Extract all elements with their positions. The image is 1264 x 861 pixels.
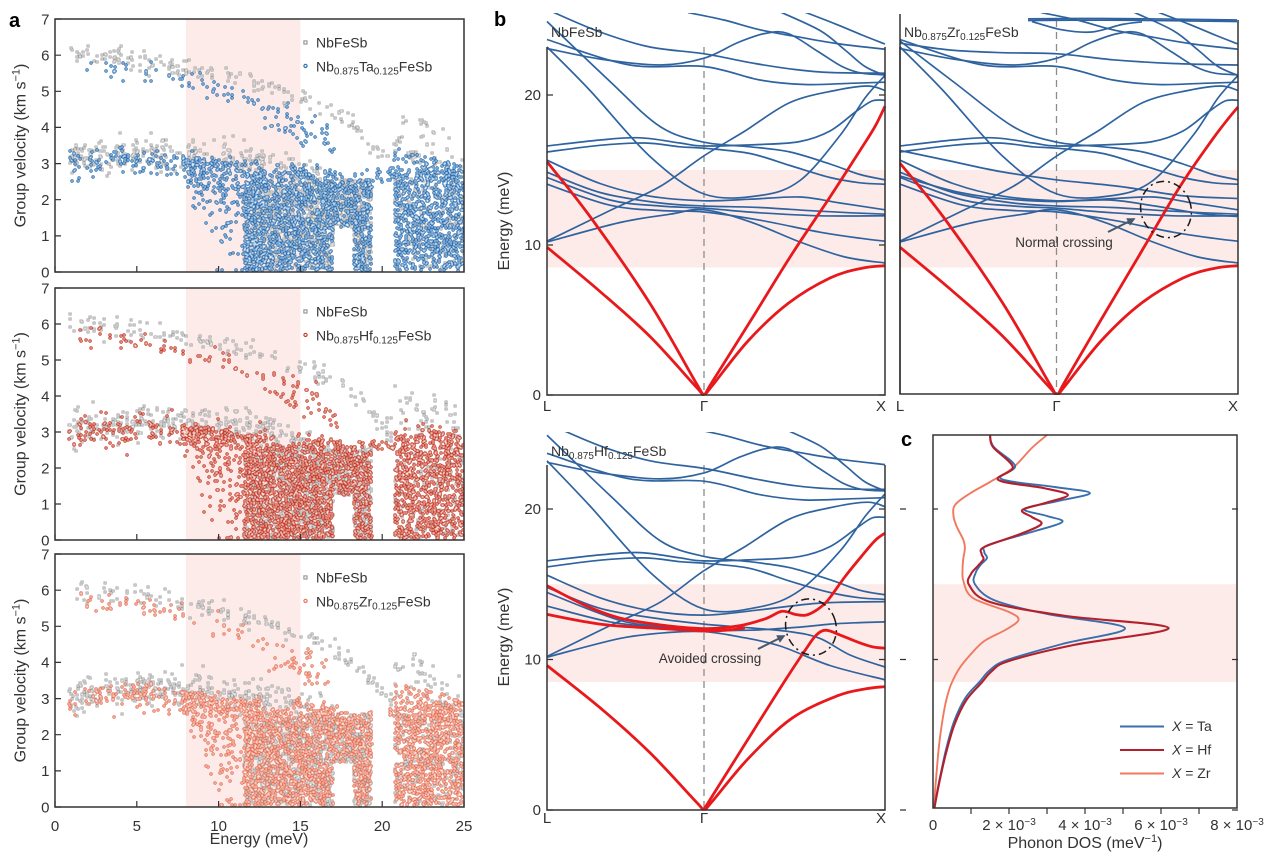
svg-text:c: c bbox=[901, 429, 912, 451]
svg-text:Γ: Γ bbox=[700, 398, 708, 415]
svg-text:0: 0 bbox=[41, 799, 49, 816]
svg-text:Γ: Γ bbox=[700, 810, 708, 827]
svg-text:10: 10 bbox=[524, 652, 541, 669]
svg-text:4: 4 bbox=[41, 655, 49, 672]
svg-text:X = Hf: X = Hf bbox=[1171, 742, 1211, 758]
svg-text:20: 20 bbox=[524, 87, 541, 104]
svg-text:15: 15 bbox=[292, 818, 309, 835]
svg-text:Avoided crossing: Avoided crossing bbox=[659, 651, 762, 666]
svg-text:6 × 10−3: 6 × 10−3 bbox=[1134, 817, 1188, 835]
svg-text:0: 0 bbox=[929, 817, 937, 834]
svg-text:NbFeSb: NbFeSb bbox=[551, 24, 603, 40]
svg-text:0: 0 bbox=[533, 387, 541, 404]
svg-text:2 × 10−3: 2 × 10−3 bbox=[982, 817, 1036, 835]
svg-text:7: 7 bbox=[41, 546, 49, 563]
svg-text:3: 3 bbox=[41, 424, 49, 441]
svg-text:0: 0 bbox=[51, 818, 59, 835]
svg-text:7: 7 bbox=[41, 11, 49, 28]
svg-text:L: L bbox=[543, 398, 551, 415]
svg-text:4: 4 bbox=[41, 120, 49, 137]
svg-text:6: 6 bbox=[41, 583, 49, 600]
svg-text:7: 7 bbox=[41, 280, 49, 297]
svg-text:Group velocity (km s−1): Group velocity (km s−1) bbox=[11, 332, 30, 496]
svg-text:Energy (meV): Energy (meV) bbox=[496, 588, 513, 687]
svg-text:Γ: Γ bbox=[1052, 398, 1060, 415]
svg-text:10: 10 bbox=[210, 818, 227, 835]
svg-text:NbFeSb: NbFeSb bbox=[316, 35, 368, 51]
svg-text:X: X bbox=[876, 398, 886, 415]
svg-text:20: 20 bbox=[524, 501, 541, 518]
svg-text:NbFeSb: NbFeSb bbox=[316, 570, 368, 586]
svg-text:20: 20 bbox=[374, 818, 391, 835]
svg-text:2: 2 bbox=[41, 727, 49, 744]
svg-text:3: 3 bbox=[41, 691, 49, 708]
svg-text:X: X bbox=[876, 810, 886, 827]
svg-text:4: 4 bbox=[41, 388, 49, 405]
svg-text:0: 0 bbox=[41, 264, 49, 281]
svg-text:1: 1 bbox=[41, 496, 49, 513]
svg-text:4 × 10−3: 4 × 10−3 bbox=[1058, 817, 1112, 835]
svg-text:1: 1 bbox=[41, 763, 49, 780]
svg-text:Group velocity (km s−1): Group velocity (km s−1) bbox=[11, 64, 30, 228]
svg-text:25: 25 bbox=[456, 818, 473, 835]
svg-text:2: 2 bbox=[41, 192, 49, 209]
svg-text:X: X bbox=[1228, 398, 1238, 415]
svg-text:Nb0.875Hf0.125FeSb: Nb0.875Hf0.125FeSb bbox=[316, 327, 432, 346]
svg-text:Energy (meV): Energy (meV) bbox=[496, 172, 513, 271]
svg-text:10: 10 bbox=[524, 237, 541, 254]
svg-text:X = Ta: X = Ta bbox=[1171, 718, 1212, 734]
svg-text:6: 6 bbox=[41, 48, 49, 65]
svg-text:Phonon DOS (meV−1): Phonon DOS (meV−1) bbox=[1008, 833, 1163, 852]
svg-text:0: 0 bbox=[41, 532, 49, 549]
svg-text:NbFeSb: NbFeSb bbox=[316, 304, 368, 320]
svg-text:5: 5 bbox=[41, 352, 49, 369]
svg-text:5: 5 bbox=[133, 818, 141, 835]
svg-text:3: 3 bbox=[41, 156, 49, 173]
svg-text:2: 2 bbox=[41, 460, 49, 477]
svg-text:L: L bbox=[543, 810, 551, 827]
svg-text:X = Zr: X = Zr bbox=[1171, 765, 1211, 781]
svg-text:6: 6 bbox=[41, 316, 49, 333]
svg-text:L: L bbox=[896, 398, 904, 415]
svg-text:a: a bbox=[9, 10, 21, 32]
svg-text:Group velocity (km s−1): Group velocity (km s−1) bbox=[11, 599, 30, 763]
svg-text:Normal crossing: Normal crossing bbox=[1015, 235, 1113, 250]
svg-text:8 × 10−3: 8 × 10−3 bbox=[1210, 817, 1264, 835]
svg-text:1: 1 bbox=[41, 228, 49, 245]
svg-text:Energy (meV): Energy (meV) bbox=[210, 831, 309, 848]
svg-text:b: b bbox=[494, 9, 506, 31]
svg-text:5: 5 bbox=[41, 619, 49, 636]
svg-text:5: 5 bbox=[41, 84, 49, 101]
svg-text:0: 0 bbox=[533, 802, 541, 819]
